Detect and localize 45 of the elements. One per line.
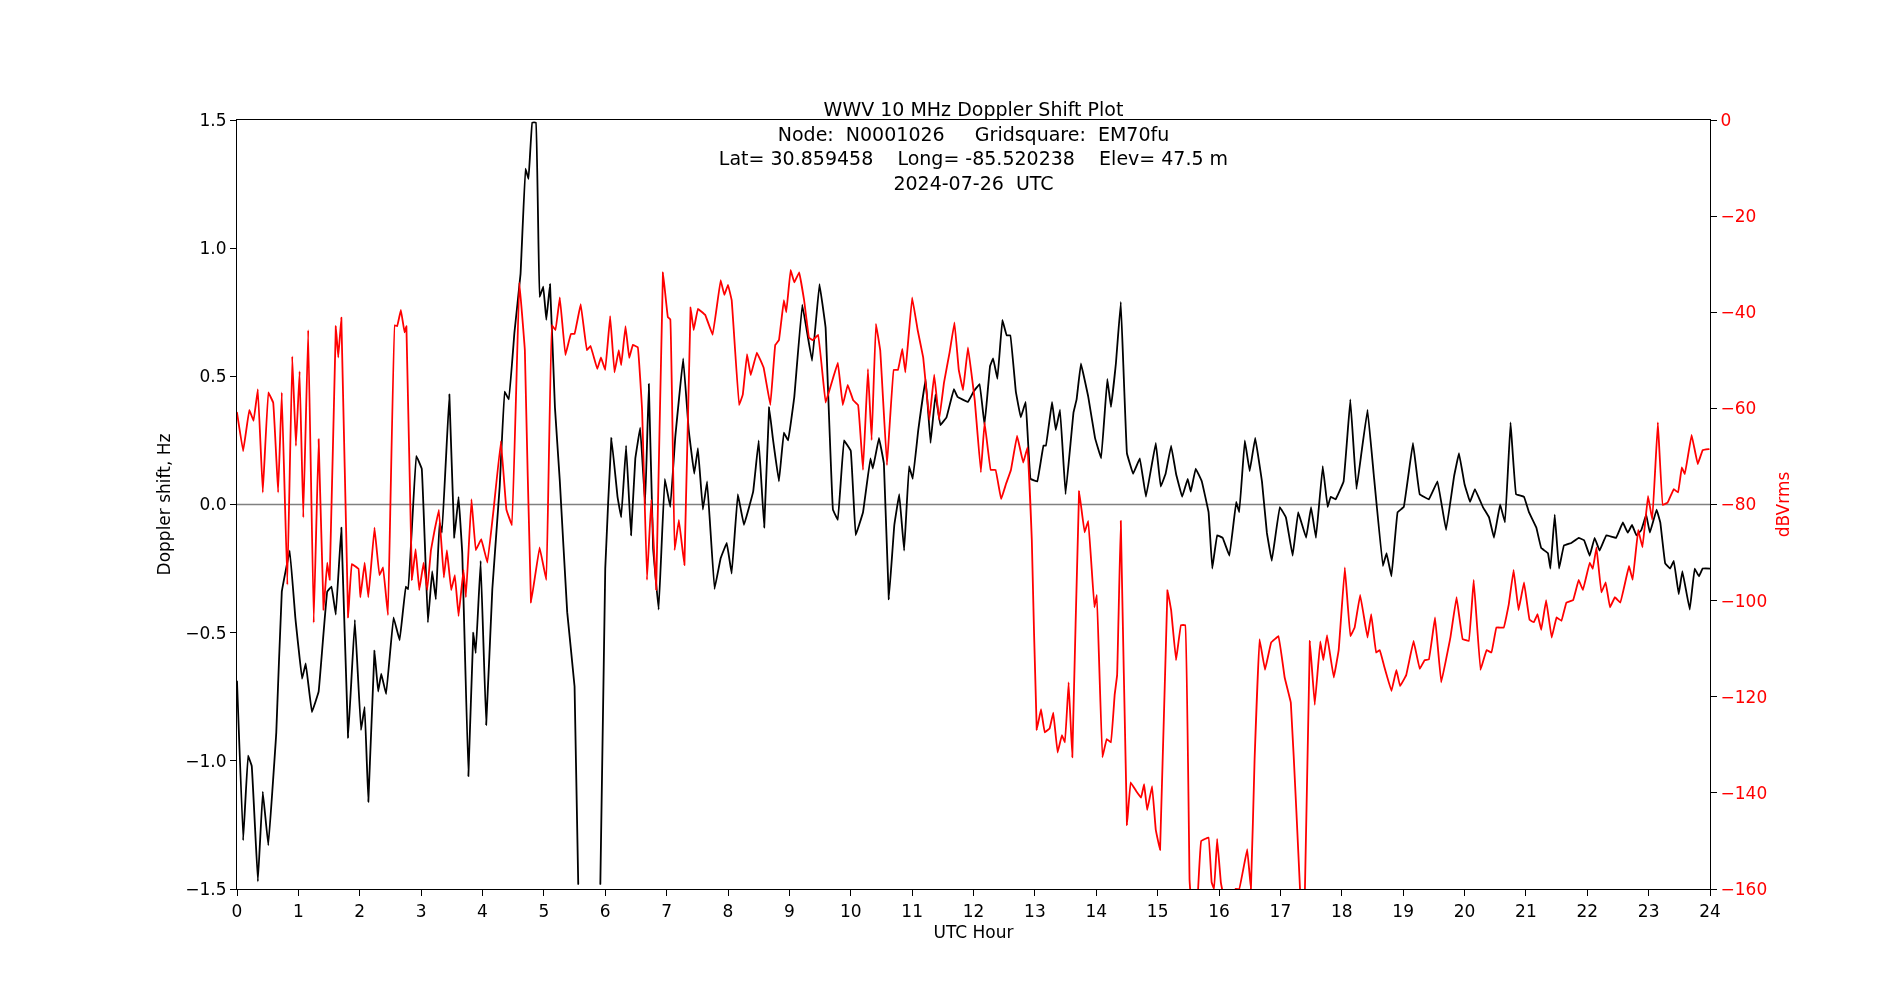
y-tick-label: 1.0 bbox=[199, 238, 227, 259]
x-tick-label: 7 bbox=[661, 900, 673, 921]
x-tick-label: 16 bbox=[1208, 900, 1230, 921]
x-tick-label: 1 bbox=[292, 900, 304, 921]
x-tick-label: 13 bbox=[1024, 900, 1046, 921]
y-tick-label: −1.5 bbox=[185, 878, 227, 899]
text: WWV 10 MHz Doppler Shift Plot Node: N0001026 Gridsquare: EM70fu Lat= 30.859458 Long= -85.520238 Elev= 47.5 m 2024-07-26 UTC bbox=[718, 98, 1229, 195]
x-tick-label: 9 bbox=[783, 900, 795, 921]
x-tick-label: 15 bbox=[1146, 900, 1169, 921]
x-tick-label: 14 bbox=[1085, 900, 1108, 921]
x-tick-label: 12 bbox=[962, 900, 985, 921]
x-tick-label: 2 bbox=[354, 900, 366, 921]
y2-tick-label: −120 bbox=[1720, 686, 1768, 707]
x-tick-label: 24 bbox=[1699, 900, 1721, 921]
y2-tick-label: −140 bbox=[1720, 782, 1768, 803]
x-tick-label: 19 bbox=[1392, 900, 1414, 921]
y2-tick-label: −80 bbox=[1720, 494, 1757, 515]
x-tick-label: 10 bbox=[839, 900, 862, 921]
y2-tick-label: 0 bbox=[1720, 109, 1732, 130]
y-tick-label: 1.5 bbox=[199, 109, 227, 130]
y2-tick-label: −20 bbox=[1720, 206, 1757, 227]
y-tick-label: 0.0 bbox=[199, 494, 227, 515]
y2-tick-label: −40 bbox=[1720, 302, 1757, 323]
y-axis-title: Doppler shift, Hz bbox=[153, 433, 174, 576]
x-tick-label: 21 bbox=[1515, 900, 1537, 921]
x-tick-label: 20 bbox=[1453, 900, 1476, 921]
y-tick-label: 0.5 bbox=[199, 366, 227, 387]
x-tick-label: 18 bbox=[1330, 900, 1353, 921]
x-tick-label: 8 bbox=[722, 900, 734, 921]
y2-axis-title: dBVrms bbox=[1772, 471, 1793, 538]
x-tick-label: 3 bbox=[415, 900, 427, 921]
x-tick-label: 0 bbox=[231, 900, 243, 921]
x-tick-label: 4 bbox=[477, 900, 488, 921]
x-tick-label: 11 bbox=[901, 900, 923, 921]
y2-tick-label: −100 bbox=[1720, 590, 1768, 611]
x-tick-label: 5 bbox=[538, 900, 550, 921]
y2-tick-label: −60 bbox=[1720, 398, 1757, 419]
x-tick-label: 17 bbox=[1269, 900, 1292, 921]
y-tick-label: −0.5 bbox=[185, 622, 227, 643]
x-tick-label: 23 bbox=[1637, 900, 1660, 921]
x-axis-title: UTC Hour bbox=[933, 921, 1014, 942]
x-tick-label: 22 bbox=[1576, 900, 1599, 921]
y-tick-label: −1.0 bbox=[185, 750, 227, 771]
x-tick-label: 6 bbox=[599, 900, 611, 921]
y2-tick-label: −160 bbox=[1720, 878, 1768, 899]
